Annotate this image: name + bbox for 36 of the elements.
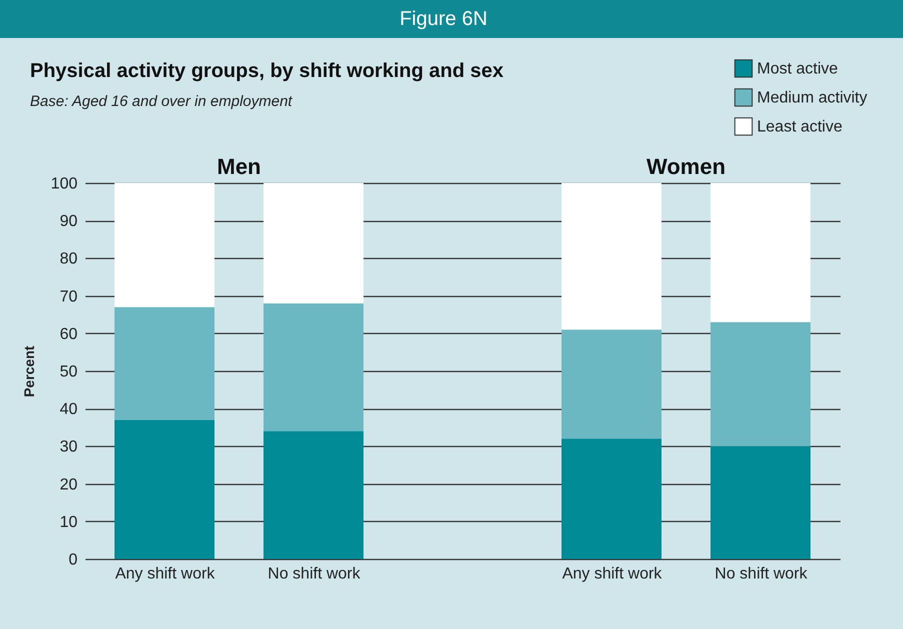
bar (264, 303, 364, 432)
chart-subtitle: Base: Aged 16 and over in employment (30, 93, 293, 110)
bar (114, 183, 214, 308)
chart-title: Physical activity groups, by shift working and sex (30, 60, 504, 82)
text: Women (646, 154, 726, 179)
y-tick-label: 60 (60, 326, 78, 343)
y-tick-label: 50 (60, 364, 78, 380)
text: Men (217, 154, 261, 179)
legend-label: Most active (757, 60, 838, 78)
y-tick-label: 80 (60, 250, 78, 268)
y-tick-label: 100 (50, 176, 78, 192)
y-tick-label: 0 (68, 552, 78, 568)
bar (562, 438, 662, 559)
bar (114, 307, 214, 420)
legend-label: Medium activity (757, 90, 868, 106)
y-tick-label: 90 (60, 213, 78, 230)
bar (710, 183, 810, 322)
caption: Figure 6N (400, 8, 488, 30)
legend-label: Least active (757, 118, 842, 136)
bar (710, 446, 810, 559)
bar (264, 183, 364, 304)
bar (264, 431, 364, 559)
bar (710, 322, 810, 446)
bar (114, 420, 214, 559)
y-tick-label: 70 (60, 288, 78, 306)
y-tick-label: 10 (60, 514, 78, 531)
y-tick-label: 30 (60, 438, 78, 456)
y-axis-title: Percent (20, 345, 37, 398)
bar (562, 330, 662, 439)
x-tick-label: Any shift work (562, 566, 663, 582)
x-tick-label: No shift work (268, 566, 362, 582)
bar (562, 183, 662, 330)
y-tick-label: 20 (60, 476, 78, 494)
x-tick-label: No shift work (714, 566, 808, 582)
x-tick-label: Any shift work (115, 566, 216, 582)
y-tick-label: 40 (60, 401, 78, 418)
